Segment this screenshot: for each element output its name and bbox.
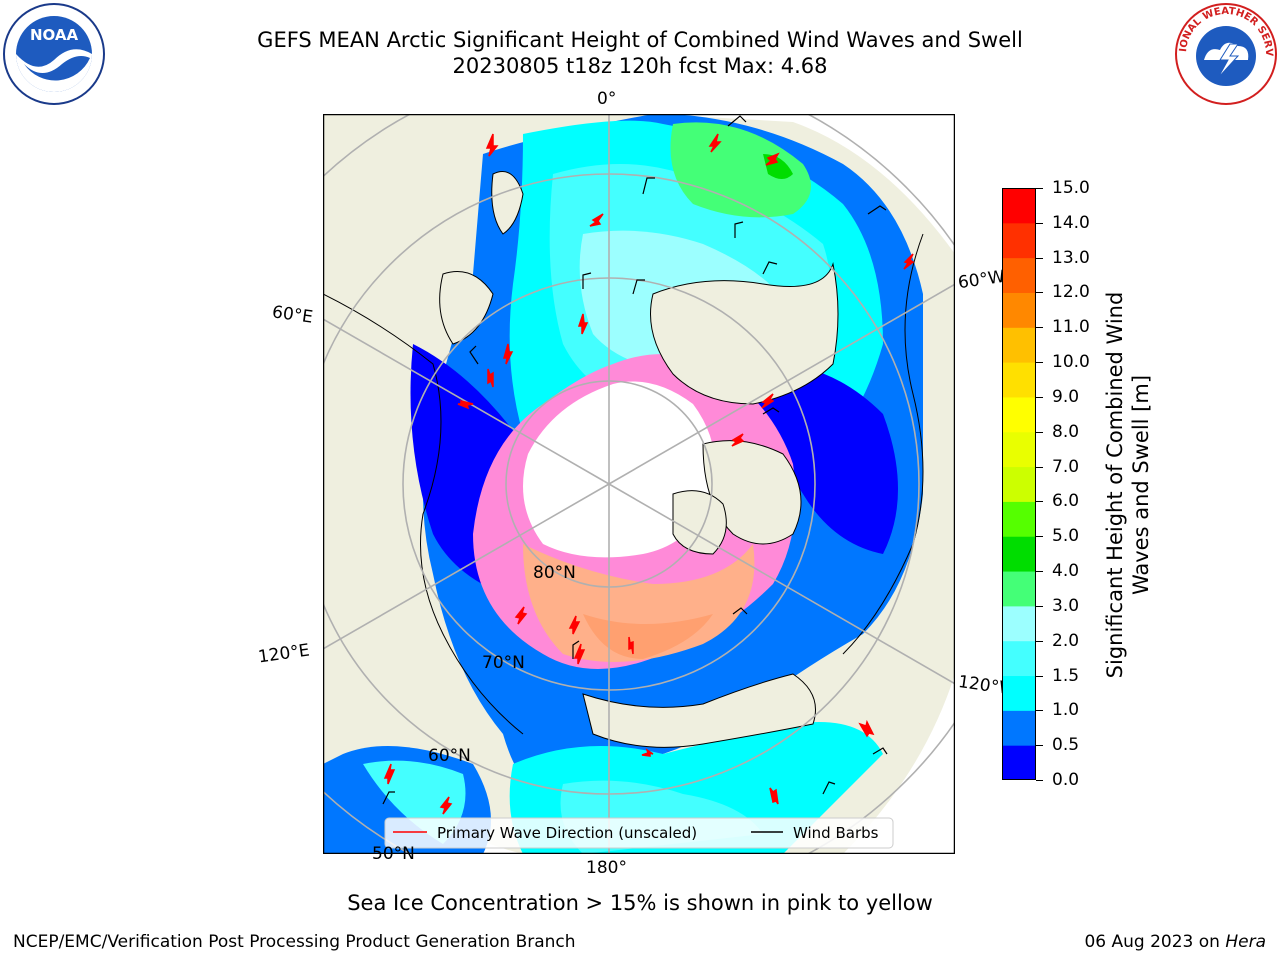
colorbar-tick [1036,571,1043,573]
colorbar-segment [1002,188,1036,224]
colorbar-tick-label: 0.5 [1052,735,1080,756]
sea-ice-note: Sea Ice Concentration > 15% is shown in … [347,891,933,915]
colorbar-tick [1036,501,1043,503]
nws-logo: NATIONAL WEATHER SERVICE [1174,2,1277,105]
svg-text:NOAA: NOAA [30,26,79,44]
colorbar-tick [1036,222,1043,224]
colorbar-segment [1002,327,1036,363]
colorbar-segment [1002,605,1036,642]
colorbar-segment [1002,501,1036,537]
footer-machine: Hera [1225,932,1266,952]
greenland [650,262,839,405]
lat-label-50n: 50°N [372,844,415,864]
colorbar-label: Significant Height of Combined Wind Wave… [1103,291,1153,679]
colorbar-tick [1036,780,1043,781]
wind-barbs-legend-label: Wind Barbs [793,824,879,842]
colorbar-tick [1036,675,1043,677]
colorbar-tick-label: 15.0 [1052,178,1090,198]
graticule [323,114,955,854]
colorbar-tick [1036,431,1043,433]
wave-max-region [670,122,811,218]
colorbar-tick-label: 1.0 [1052,700,1080,721]
colorbar-segment [1002,710,1036,746]
lat-label-60n: 60°N [428,746,471,766]
colorbar-tick-label: 11.0 [1052,317,1090,338]
primary-wave-legend-label: Primary Wave Direction (unscaled) [437,824,697,842]
colorbar-segment [1002,640,1036,677]
lat-label-80n: 80°N [533,563,576,583]
colorbar-tick-label: 7.0 [1052,456,1080,477]
polar-map: Primary Wave Direction (unscaled) Wind B… [323,114,955,854]
colorbar-frame [1002,188,1036,780]
colorbar-segment [1002,292,1036,328]
lon-label-0: 0° [597,89,617,109]
colorbar [1002,188,1036,780]
colorbar-segment [1002,745,1036,780]
colorbar-tick-label: 10.0 [1052,352,1090,373]
colorbar-tick-label: 4.0 [1052,561,1080,582]
primary-wave-arrows [383,133,915,815]
colorbar-tick [1036,292,1043,294]
colorbar-tick-label: 6.0 [1052,491,1080,512]
colorbar-tick [1036,745,1043,747]
colorbar-segment [1002,362,1036,398]
colorbar-tick-label: 13.0 [1052,247,1090,268]
colorbar-tick-label: 2.0 [1052,630,1080,651]
lon-label-60w: 60°W [956,266,1007,294]
lon-label-120e: 120°E [256,640,311,668]
colorbar-tick-label: 12.0 [1052,282,1090,303]
colorbar-tick-label: 3.0 [1052,595,1080,616]
colorbar-tick-label: 8.0 [1052,421,1080,442]
colorbar-tick [1036,396,1043,398]
map-legend: Primary Wave Direction (unscaled) Wind B… [384,817,894,849]
colorbar-tick [1036,605,1043,607]
colorbar-segment [1002,257,1036,293]
outside-domain-top-right [653,114,955,254]
colorbar-segment [1002,571,1036,607]
footer-branch: NCEP/EMC/Verification Post Processing Pr… [13,932,576,952]
colorbar-tick-label: 1.5 [1052,665,1080,686]
chart-title: GEFS MEAN Arctic Significant Height of C… [257,28,1023,52]
colorbar-segment [1002,675,1036,711]
lon-label-60e: 60°E [270,302,315,328]
colorbar-tick [1036,466,1043,468]
chart-subtitle: 20230805 t18z 120h fcst Max: 4.68 [452,54,828,78]
colorbar-tick [1036,710,1043,712]
colorbar-segment [1002,431,1036,468]
colorbar-tick [1036,362,1043,364]
noaa-logo: NOAA [3,3,105,105]
colorbar-tick [1036,327,1043,329]
colorbar-segment [1002,536,1036,572]
lon-label-180: 180° [586,858,627,878]
colorbar-tick [1036,188,1043,189]
colorbar-tick-label: 14.0 [1052,212,1090,233]
footer-date: 06 Aug 2023 on Hera [1084,932,1266,952]
colorbar-segment [1002,222,1036,259]
colorbar-tick [1036,536,1043,538]
colorbar-tick-label: 0.0 [1052,770,1080,790]
colorbar-segment [1002,396,1036,433]
lat-label-70n: 70°N [482,653,525,673]
wind-barbs [382,115,888,805]
pole-no-data [523,381,716,558]
map-frame [323,114,955,854]
colorbar-tick-label: 5.0 [1052,526,1080,547]
colorbar-tick [1036,257,1043,259]
colorbar-tick [1036,640,1043,642]
colorbar-tick-label: 9.0 [1052,386,1080,407]
colorbar-segment [1002,466,1036,502]
